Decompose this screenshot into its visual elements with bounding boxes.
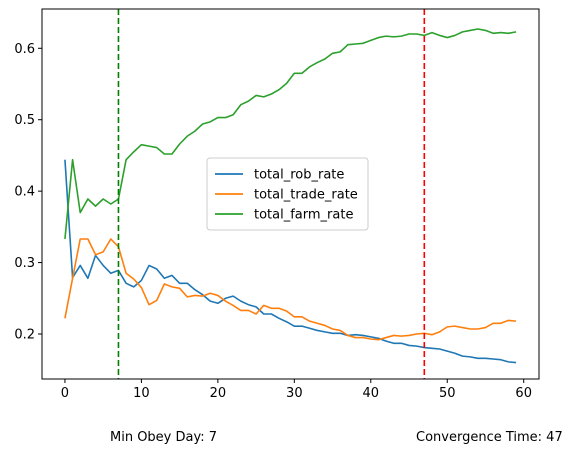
legend: total_rob_rate total_trade_rate total_farm… (206, 157, 369, 231)
legend-box (206, 157, 369, 231)
y-tick-label: 0.2 (14, 328, 35, 343)
x-tick-label: 40 (363, 386, 380, 401)
min-obey-day-label: Min Obey Day: 7 (110, 430, 217, 445)
x-tick-label: 60 (515, 386, 532, 401)
legend-label-total_farm_rate: total_farm_rate (254, 208, 353, 223)
legend-label-total_trade_rate: total_trade_rate (254, 188, 358, 203)
x-tick-label: 50 (439, 386, 456, 401)
y-tick-label: 0.3 (14, 256, 35, 271)
plot-area (64, 9, 517, 379)
x-tick-label: 20 (210, 386, 227, 401)
series-line-total_farm_rate (64, 28, 517, 240)
x-tick-label: 10 (133, 386, 150, 401)
x-tick-label: 0 (61, 386, 69, 401)
x-axis: 0 10 20 30 40 50 60 (61, 379, 532, 401)
y-tick-label: 0.6 (14, 42, 35, 57)
y-tick-label: 0.4 (14, 185, 35, 200)
axes-frame (41, 8, 540, 380)
series-line-total_rob_rate (64, 159, 517, 364)
series-line-total_trade_rate (64, 238, 517, 341)
x-tick-label: 30 (286, 386, 303, 401)
convergence-time-label: Convergence Time: 47 (416, 430, 563, 445)
legend-label-total_rob_rate: total_rob_rate (254, 168, 344, 183)
y-tick-label: 0.5 (14, 113, 35, 128)
y-axis: 0.2 0.3 0.4 0.5 0.6 (14, 42, 42, 343)
